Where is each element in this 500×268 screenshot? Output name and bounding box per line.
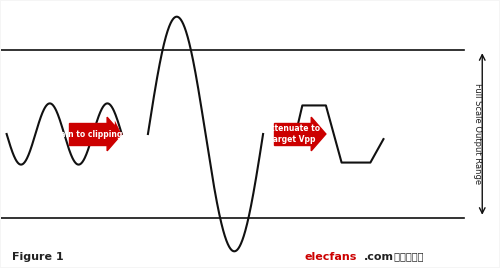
Polygon shape: [311, 117, 326, 151]
Text: Figure 1: Figure 1: [12, 251, 64, 262]
Text: Gain to clipping: Gain to clipping: [54, 129, 122, 139]
Text: 电子发烧友: 电子发烧友: [392, 251, 424, 262]
Text: Full Scale Output Range: Full Scale Output Range: [473, 83, 482, 185]
Text: Attenuate to
target Vpp: Attenuate to target Vpp: [265, 124, 320, 144]
Text: .com: .com: [364, 251, 394, 262]
Bar: [70, 123, 107, 145]
Text: elecfans: elecfans: [305, 251, 358, 262]
Polygon shape: [107, 117, 122, 151]
Bar: [274, 123, 311, 145]
